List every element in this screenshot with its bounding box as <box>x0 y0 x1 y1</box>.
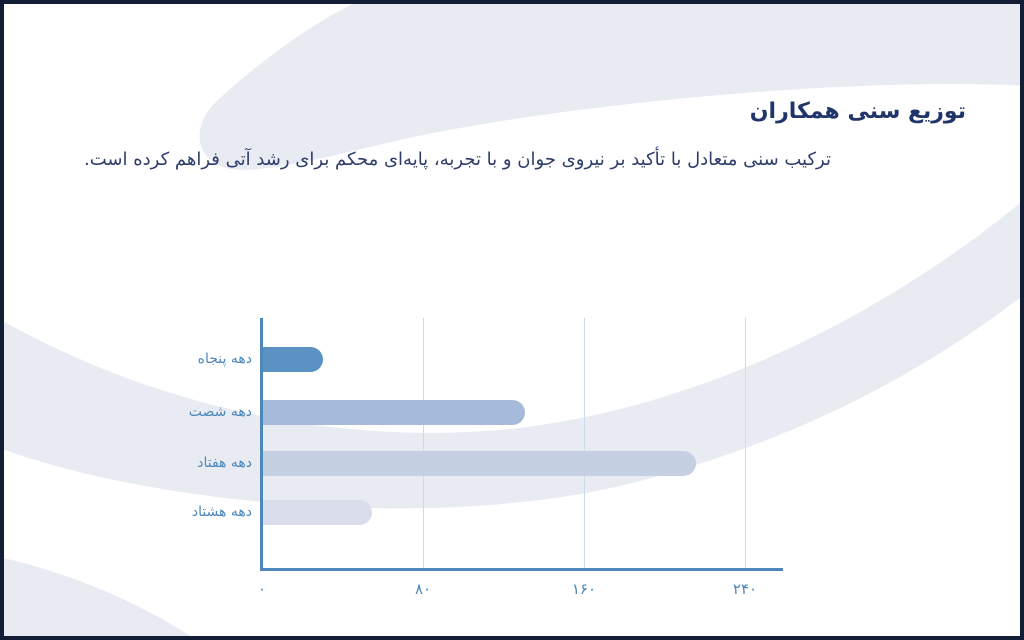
slide-subtitle: ترکیب سنی متعادل با تأکید بر نیروی جوان … <box>84 149 831 170</box>
y-axis-line <box>260 318 263 570</box>
bar-0 <box>263 347 323 372</box>
bar-2 <box>263 451 696 476</box>
swoosh-bottom-left-corner <box>0 557 197 640</box>
swoosh-top-band <box>199 0 1024 170</box>
chart-gridline <box>745 318 746 570</box>
category-label-3: دهه هشتاد <box>191 503 252 520</box>
x-tick-label-3: ۲۴۰ <box>732 580 758 598</box>
bar-3 <box>263 500 372 525</box>
chart-gridline <box>423 318 424 570</box>
bar-1 <box>263 400 525 425</box>
category-label-2: دهه هفتاد <box>197 454 252 471</box>
category-label-0: دهه پنجاه <box>197 350 252 367</box>
slide-title: توزیع سنی همکاران <box>749 99 966 124</box>
chart-gridline <box>584 318 585 570</box>
x-tick-label-1: ۸۰ <box>414 580 432 598</box>
swoosh-middle-band <box>0 199 1024 509</box>
category-label-1: دهه شصت <box>188 403 252 420</box>
x-axis-line <box>260 568 783 571</box>
x-tick-label-2: ۱۶۰ <box>571 580 597 598</box>
x-tick-label-0: ۰ <box>257 580 267 598</box>
